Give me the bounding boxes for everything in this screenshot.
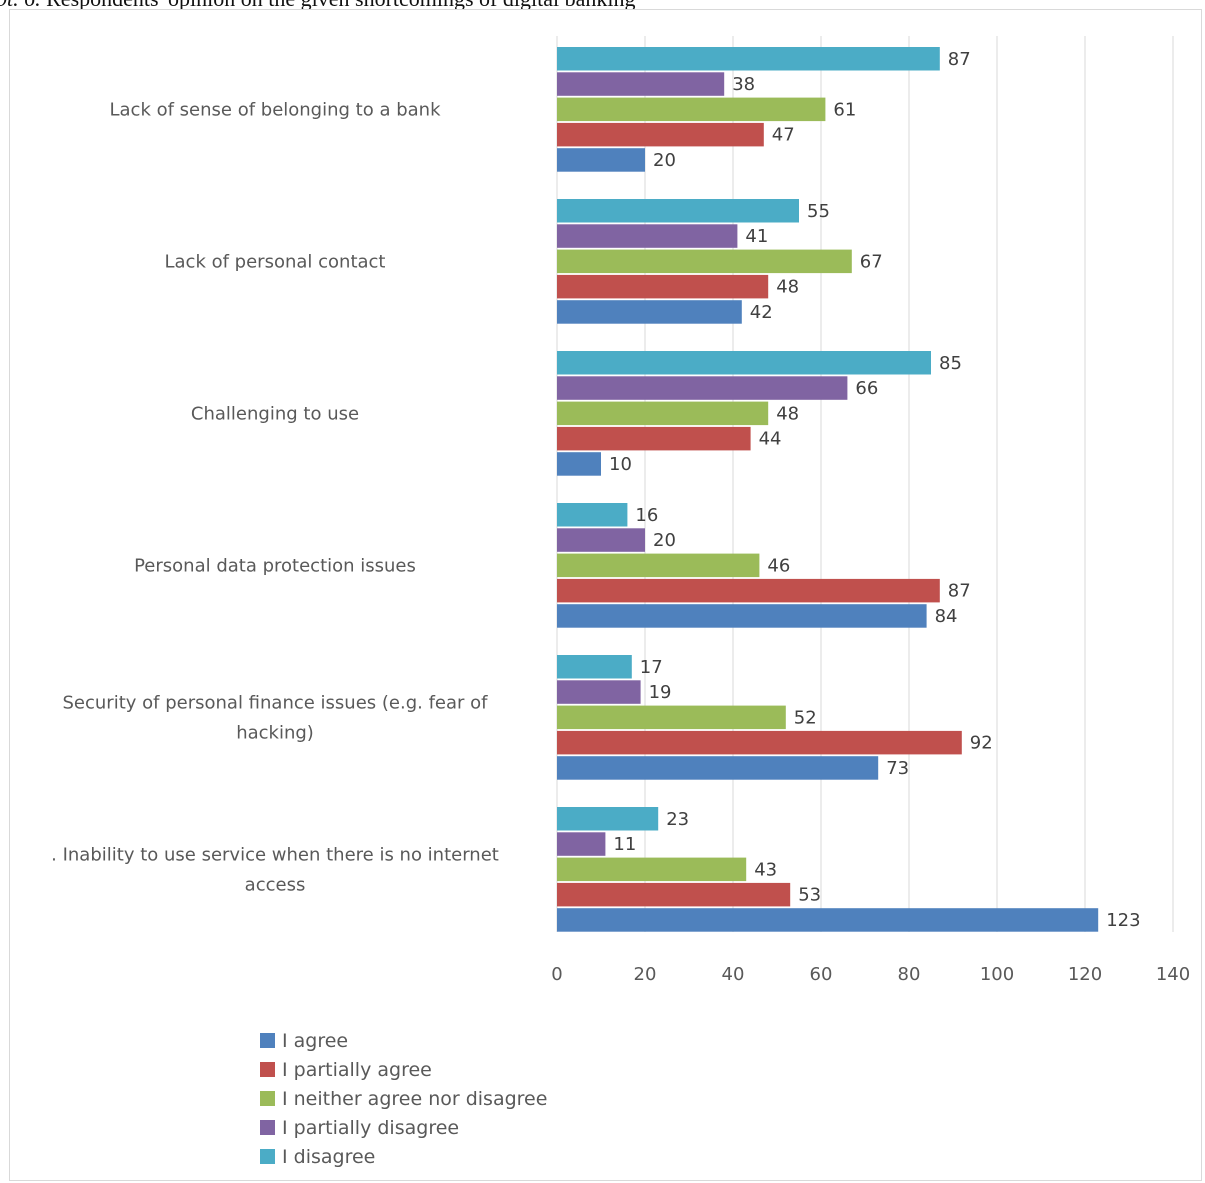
bar — [557, 578, 940, 603]
category-labels: Lack of sense of belonging to a bank Lack… — [51, 99, 499, 895]
bar — [557, 832, 606, 856]
bar-data-label: 11 — [613, 834, 636, 855]
bar-data-label: 19 — [649, 682, 672, 703]
bar-data-label: 41 — [745, 226, 768, 247]
bar-data-label: 52 — [794, 707, 817, 728]
category-label: . Inability to use service when there is… — [51, 844, 499, 865]
x-tick-label: 0 — [551, 964, 562, 985]
bar-data-label: 44 — [759, 429, 782, 450]
bar-data-label: 43 — [754, 859, 777, 880]
bar — [557, 148, 645, 172]
bar-data-label: 61 — [833, 99, 856, 120]
bar — [557, 655, 632, 679]
bar — [557, 122, 764, 147]
bar-data-label: 47 — [772, 125, 795, 146]
bar-data-label: 73 — [886, 758, 909, 779]
data-labels: 8738614720554167484285664844101620468784… — [609, 49, 1141, 931]
legend-label: I partially agree — [282, 1059, 432, 1081]
legend-swatch — [260, 1062, 275, 1077]
bar — [557, 300, 742, 324]
bar-data-label: 123 — [1106, 910, 1140, 931]
legend-label: I neither agree nor disagree — [282, 1088, 547, 1110]
bar-data-label: 87 — [948, 49, 971, 70]
legend-label: I disagree — [282, 1146, 375, 1168]
x-tick-label: 140 — [1156, 964, 1190, 985]
category-label: Challenging to use — [191, 403, 359, 424]
legend-swatch — [260, 1120, 275, 1135]
bar-data-label: 92 — [970, 733, 993, 754]
bar-data-label: 55 — [807, 201, 830, 222]
bar-data-label: 48 — [776, 277, 799, 298]
gridlines — [556, 36, 1174, 932]
x-tick-label: 20 — [634, 964, 657, 985]
legend-swatch — [260, 1091, 275, 1106]
x-tick-label: 100 — [980, 964, 1014, 985]
category-label: Personal data protection issues — [134, 555, 416, 576]
bar — [557, 47, 940, 71]
bar — [557, 807, 659, 831]
bar-chart: 8738614720554167484285664844101620468784… — [51, 36, 1190, 1168]
bar — [557, 730, 962, 755]
legend-label: I partially disagree — [282, 1117, 459, 1139]
bar — [557, 908, 1099, 932]
x-tick-label: 120 — [1068, 964, 1102, 985]
category-label: access — [245, 874, 306, 895]
bar-data-label: 67 — [860, 251, 883, 272]
chart-frame: 87 38 61 47 20 55 41 67 48 42 85 66 48 44 10 16 20 46 87 84… — [9, 9, 1202, 1181]
x-tick-label: 80 — [898, 964, 921, 985]
caption-prefix: pt. 6. — [0, 0, 41, 11]
bar — [557, 452, 601, 476]
legend-swatch — [260, 1033, 275, 1048]
bar-data-label: 84 — [935, 606, 958, 627]
x-tick-label: 60 — [810, 964, 833, 985]
bar-data-label: 87 — [948, 581, 971, 602]
bar-data-label: 48 — [776, 403, 799, 424]
bar-data-label: 20 — [653, 530, 676, 551]
bar-data-label: 17 — [640, 657, 663, 678]
bar — [557, 503, 628, 527]
legend-swatch — [260, 1149, 275, 1164]
legend: I agree I partially agree I neither agree … — [260, 1030, 547, 1168]
figure-caption: pt. 6. Respondents' opinion on the given… — [0, 0, 1201, 12]
bars — [557, 47, 1099, 932]
bar — [557, 553, 760, 578]
category-label: hacking) — [236, 722, 314, 743]
bar-data-label: 20 — [653, 150, 676, 171]
bar — [557, 604, 927, 628]
bar — [557, 882, 791, 907]
bar — [557, 72, 725, 96]
bar — [557, 705, 786, 730]
category-label: Lack of personal contact — [165, 251, 386, 272]
bar-data-label: 10 — [609, 454, 632, 475]
bar-data-label: 46 — [767, 555, 790, 576]
bar-data-label: 85 — [939, 353, 962, 374]
bar — [557, 199, 799, 223]
bar-data-label: 38 — [732, 74, 755, 95]
bar — [557, 249, 852, 274]
category-label: Lack of sense of belonging to a bank — [109, 99, 441, 120]
bar — [557, 680, 641, 704]
bar — [557, 274, 769, 299]
bar — [557, 401, 769, 426]
bar-data-label: 16 — [635, 505, 658, 526]
bar-data-label: 53 — [798, 885, 821, 906]
bar — [557, 528, 645, 552]
bar-data-label: 42 — [750, 302, 773, 323]
bar — [557, 224, 738, 248]
caption-text: Respondents' opinion on the given shortc… — [46, 0, 635, 11]
bar — [557, 351, 931, 375]
bar — [557, 426, 751, 451]
bar — [557, 756, 879, 780]
bar — [557, 376, 848, 400]
category-label: Security of personal finance issues (e.g… — [63, 692, 489, 713]
bar-data-label: 23 — [666, 809, 689, 830]
x-tick-label: 40 — [722, 964, 745, 985]
x-axis-ticks: 0 20 40 60 80 100 120 140 — [551, 964, 1190, 985]
legend-label: I agree — [282, 1030, 348, 1052]
bar — [557, 97, 826, 122]
bar-data-label: 66 — [855, 378, 878, 399]
bar — [557, 857, 747, 882]
